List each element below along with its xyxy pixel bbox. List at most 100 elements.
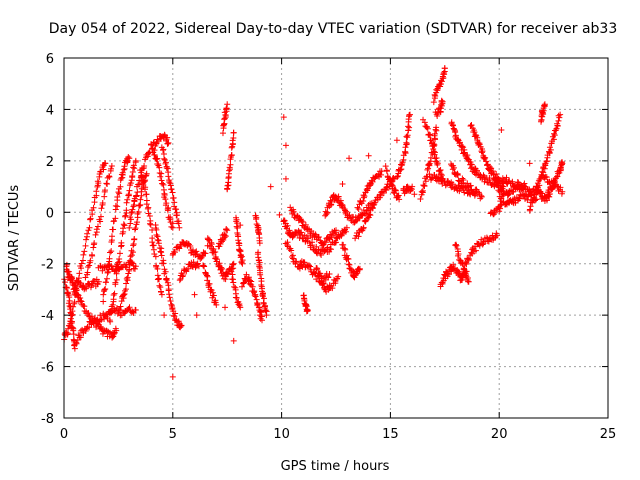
data-point <box>154 236 161 243</box>
data-point <box>118 239 125 246</box>
data-point <box>102 187 109 194</box>
data-point <box>161 155 168 162</box>
data-point <box>141 163 148 170</box>
data-point <box>394 193 401 200</box>
data-point <box>473 167 480 174</box>
data-point <box>436 167 443 174</box>
data-point <box>168 186 175 193</box>
data-point <box>194 260 201 267</box>
data-point <box>122 212 129 219</box>
data-point <box>478 192 485 199</box>
data-point <box>228 152 235 159</box>
data-point <box>224 101 231 108</box>
data-point <box>221 115 228 122</box>
data-point <box>454 171 461 178</box>
data-point <box>165 173 172 180</box>
data-point <box>441 71 448 78</box>
data-point <box>317 250 324 257</box>
x-tick-label: 15 <box>382 427 399 442</box>
data-point <box>71 299 78 306</box>
data-point <box>427 154 434 161</box>
data-point <box>79 257 86 264</box>
data-point <box>522 183 529 190</box>
data-point <box>397 166 404 173</box>
data-point <box>109 334 116 341</box>
data-point <box>288 247 295 254</box>
data-point <box>465 278 472 285</box>
data-point <box>382 163 389 170</box>
data-point <box>92 231 99 238</box>
data-point <box>437 171 444 178</box>
data-point <box>553 125 560 132</box>
data-point <box>108 163 115 169</box>
data-point <box>426 171 433 178</box>
data-point <box>223 225 230 232</box>
data-point <box>128 210 135 217</box>
data-point <box>280 217 287 224</box>
data-point <box>546 193 553 200</box>
data-point <box>80 251 87 258</box>
data-point <box>439 98 446 105</box>
data-point <box>210 249 217 256</box>
x-tick-label: 10 <box>273 427 290 442</box>
data-point <box>101 193 108 200</box>
data-point <box>315 234 322 241</box>
data-point <box>216 260 223 267</box>
data-point <box>462 259 469 266</box>
data-point <box>554 122 561 129</box>
data-point <box>121 222 128 229</box>
data-point <box>193 312 200 319</box>
data-point <box>117 183 124 190</box>
data-point <box>176 224 183 231</box>
data-point <box>112 202 119 209</box>
data-point <box>162 159 169 166</box>
data-point <box>84 230 91 237</box>
data-point <box>78 260 85 267</box>
data-point <box>101 286 108 293</box>
data-point <box>223 105 230 112</box>
data-point <box>110 291 117 298</box>
data-point <box>305 235 312 242</box>
data-point <box>105 268 112 275</box>
data-point <box>166 294 173 301</box>
data-point <box>208 287 215 294</box>
data-point <box>153 231 160 238</box>
data-point <box>136 177 143 184</box>
data-point <box>94 223 101 230</box>
data-point <box>253 216 260 223</box>
data-point <box>452 241 459 248</box>
data-point <box>432 136 439 143</box>
data-point <box>159 180 166 187</box>
data-point <box>465 255 472 262</box>
data-point <box>116 255 123 262</box>
data-point <box>497 198 504 205</box>
data-point <box>100 291 107 298</box>
data-point <box>559 160 566 167</box>
data-point <box>431 149 438 156</box>
data-point <box>171 313 178 320</box>
data-point <box>356 265 363 272</box>
data-point <box>93 226 100 233</box>
data-point <box>237 222 244 229</box>
data-point <box>280 114 287 121</box>
data-point <box>130 249 137 256</box>
data-point <box>460 179 467 186</box>
data-point <box>105 262 112 269</box>
data-point <box>237 304 244 311</box>
data-point <box>103 180 110 187</box>
data-point <box>85 310 92 317</box>
data-point <box>108 165 115 172</box>
data-point <box>135 209 142 216</box>
data-point <box>70 331 77 338</box>
grid-layer <box>64 58 608 418</box>
data-point <box>468 122 475 129</box>
y-axis-label: SDTVAR / TECUs <box>7 185 22 292</box>
data-point <box>107 249 114 256</box>
data-point <box>156 282 163 289</box>
data-point <box>546 150 553 157</box>
data-point <box>245 274 252 281</box>
data-point <box>494 232 501 239</box>
data-point <box>281 217 288 224</box>
data-point <box>119 174 126 181</box>
data-point <box>77 334 84 341</box>
